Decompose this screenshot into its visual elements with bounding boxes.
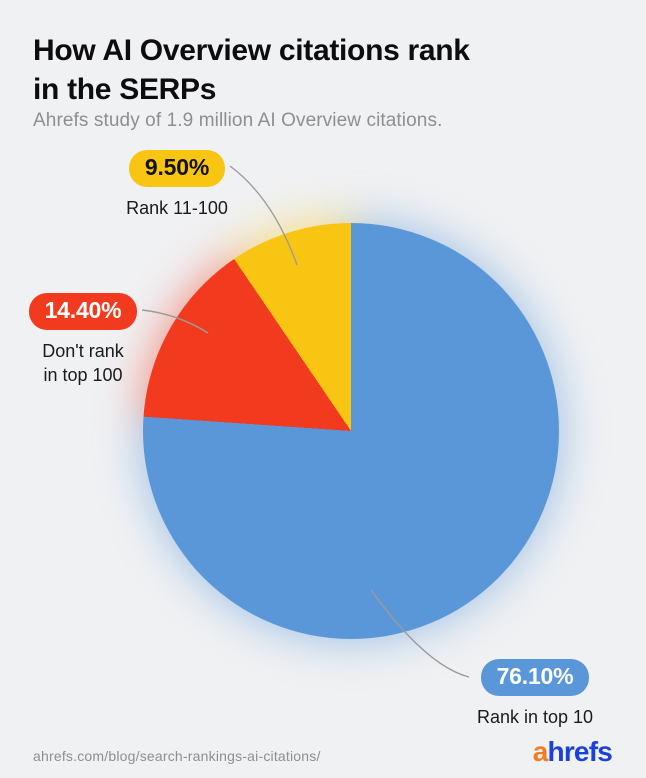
value-badge-rank-11-100: 9.50%	[128, 150, 226, 187]
source-url: ahrefs.com/blog/search-rankings-ai-citat…	[33, 748, 321, 764]
callout-rank-11-100: 9.50% Rank 11-100	[111, 150, 243, 220]
chart-subtitle: Ahrefs study of 1.9 million AI Overview …	[33, 110, 443, 131]
slice-label-dont-rank-line2: in top 100	[43, 365, 123, 385]
title-line-1: How AI Overview citations rank	[33, 34, 470, 67]
pie-chart	[143, 223, 559, 639]
slice-label-rank-11-100: Rank 11-100	[126, 198, 228, 218]
title-line-2: in the SERPs	[33, 73, 217, 106]
slice-label-dont-rank: Don't rank in top 100	[42, 339, 123, 387]
pie-chart-area	[139, 219, 563, 643]
value-badge-rank-top-10: 76.10%	[480, 659, 590, 696]
ahrefs-logo-hrefs: hrefs	[547, 736, 613, 767]
callout-dont-rank: 14.40% Don't rank in top 100	[16, 293, 150, 387]
ahrefs-logo-a: a	[532, 736, 549, 767]
ahrefs-logo: ahrefs	[532, 736, 613, 768]
slice-label-rank-top-10: Rank in top 10	[476, 707, 594, 727]
value-badge-dont-rank: 14.40%	[28, 293, 138, 330]
callout-rank-top-10: 76.10% Rank in top 10	[453, 659, 617, 729]
page-title: How AI Overview citations rank in the SE…	[33, 31, 470, 109]
slice-label-dont-rank-line1: Don't rank	[42, 341, 124, 361]
